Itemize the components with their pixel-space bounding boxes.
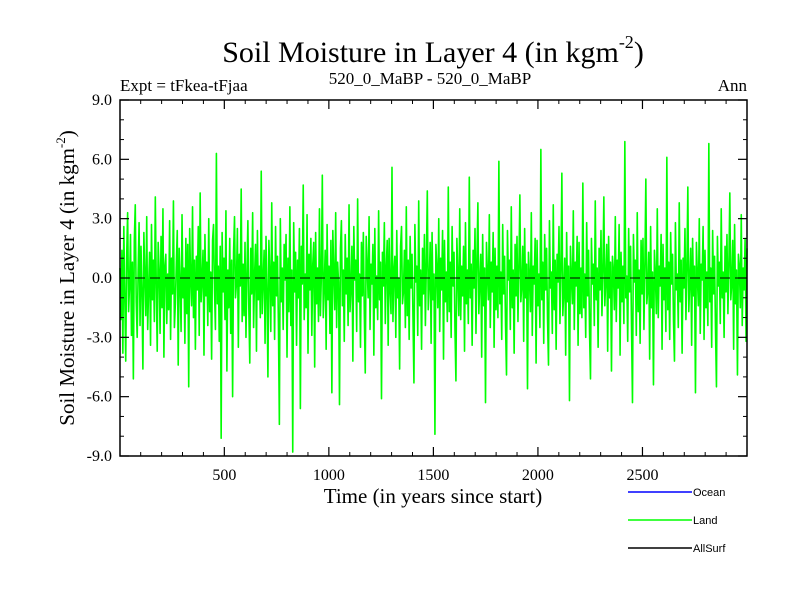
- y-axis-label-main: Soil Moisture in Layer 4 (in kgm: [55, 148, 79, 426]
- legend: Ocean Land AllSurf: [628, 487, 726, 555]
- chart-title: Soil Moisture in Layer 4 (in kgm-2): [222, 32, 644, 69]
- chart-title-superscript: -2: [619, 32, 634, 52]
- x-tick-label: 1500: [417, 467, 449, 484]
- legend-label-ocean: Ocean: [693, 487, 725, 499]
- x-axis: 500 1000 1500 2000 2500: [140, 100, 727, 484]
- y-axis-label-superscript: -2: [53, 137, 68, 148]
- subtitle-center: 520_0_MaBP - 520_0_MaBP: [329, 69, 531, 88]
- x-tick-label: 500: [212, 467, 236, 484]
- y-axis: -9.0 -6.0 -3.0 0.0 3.0 6.0 9.0: [87, 92, 747, 465]
- y-axis-label-suffix: ): [55, 130, 79, 137]
- y-tick-label: -9.0: [87, 448, 112, 465]
- subtitle-right: Ann: [718, 76, 748, 95]
- x-tick-label: 1000: [313, 467, 345, 484]
- x-axis-label: Time (in years since start): [324, 484, 543, 508]
- legend-label-land: Land: [693, 515, 717, 527]
- y-tick-label: -3.0: [87, 329, 112, 346]
- y-tick-label: 9.0: [92, 92, 112, 109]
- y-tick-label: 6.0: [92, 151, 112, 168]
- y-tick-label: -6.0: [87, 389, 112, 406]
- series-line-land: [119, 140, 748, 453]
- y-tick-label: 0.0: [92, 270, 112, 287]
- legend-label-allsurf: AllSurf: [693, 543, 726, 555]
- chart-title-main: Soil Moisture in Layer 4 (in kgm: [222, 36, 619, 69]
- chart-title-suffix: ): [634, 36, 644, 69]
- y-axis-label: Soil Moisture in Layer 4 (in kgm-2): [53, 130, 79, 425]
- series-layer: [119, 140, 748, 453]
- x-tick-label: 2500: [626, 467, 658, 484]
- y-tick-label: 3.0: [92, 211, 112, 228]
- subtitle-left: Expt = tFkea-tFjaa: [120, 76, 248, 95]
- x-tick-label: 2000: [522, 467, 554, 484]
